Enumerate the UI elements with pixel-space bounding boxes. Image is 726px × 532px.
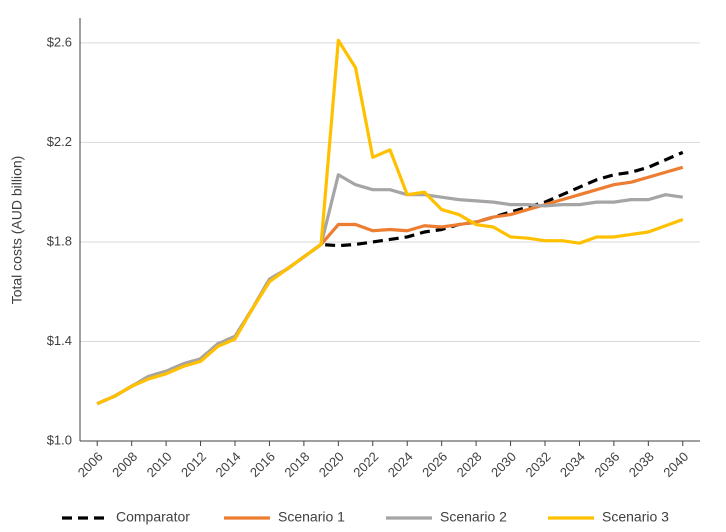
legend-label: Comparator [116, 509, 190, 525]
x-tick-label: 2022 [350, 449, 381, 480]
x-tick-label: 2026 [419, 449, 450, 480]
y-tick-label: $1.8 [47, 233, 72, 248]
y-tick-label: $1.4 [47, 333, 72, 348]
legend-label: Scenario 3 [602, 509, 669, 525]
x-tick-label: 2016 [247, 449, 278, 480]
legend-label: Scenario 1 [278, 509, 345, 525]
x-tick-label: 2020 [316, 449, 347, 480]
x-tick-label: 2032 [522, 449, 553, 480]
y-tick-label: $2.6 [47, 34, 72, 49]
y-tick-label: $2.2 [47, 134, 72, 149]
x-tick-label: 2006 [75, 449, 106, 480]
x-tick-label: 2040 [660, 449, 691, 480]
x-tick-label: 2010 [144, 449, 175, 480]
series-line [96, 173, 684, 406]
x-tick-label: 2038 [626, 449, 657, 480]
x-tick-label: 2036 [591, 449, 622, 480]
legend-label: Scenario 2 [440, 509, 507, 525]
x-tick-label: 2018 [281, 449, 312, 480]
y-axis-label: Total costs (AUD billion) [9, 156, 25, 305]
x-tick-label: 2028 [454, 449, 485, 480]
x-tick-label: 2008 [109, 449, 140, 480]
x-tick-label: 2014 [212, 449, 243, 480]
series-line [96, 150, 684, 406]
x-tick-label: 2030 [488, 449, 519, 480]
series-line [96, 38, 684, 406]
x-tick-label: 2024 [385, 449, 416, 480]
x-tick-label: 2012 [178, 449, 209, 480]
y-tick-label: $1.0 [47, 432, 72, 447]
x-tick-label: 2034 [557, 449, 588, 480]
